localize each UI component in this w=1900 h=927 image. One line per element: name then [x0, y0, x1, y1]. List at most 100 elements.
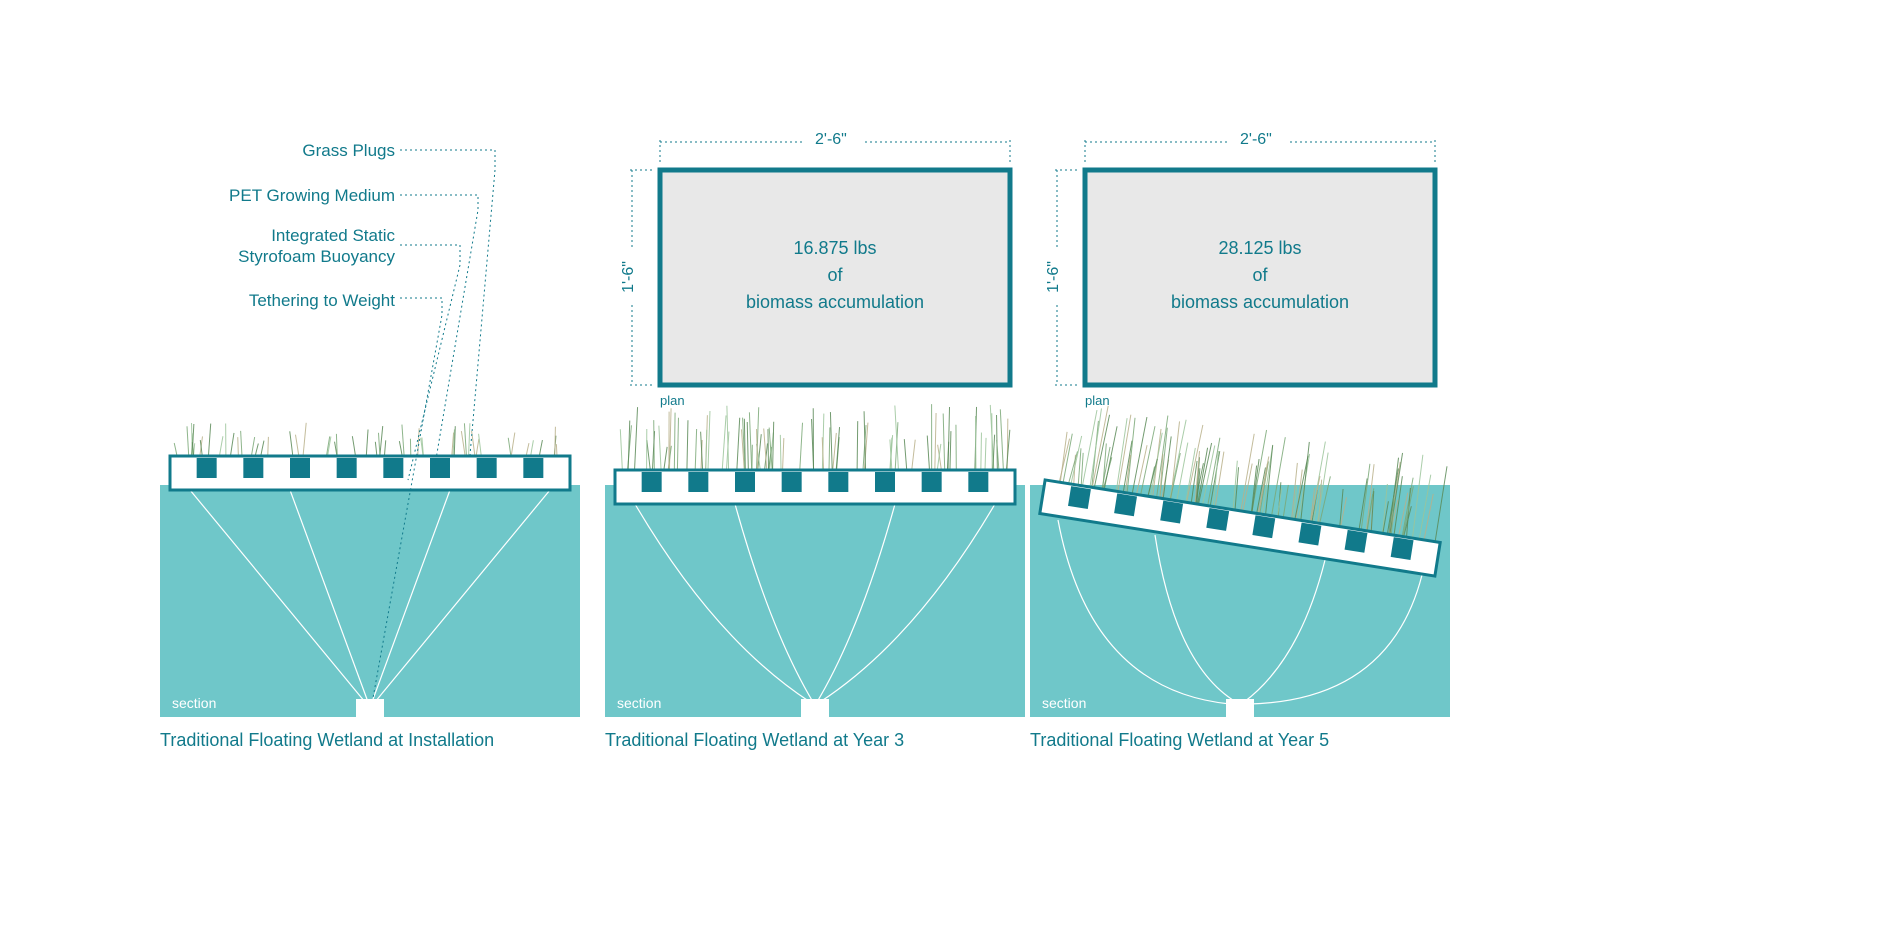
callout-buoyancy-line2: Styrofoam Buoyancy	[238, 247, 395, 266]
grass-blade	[479, 434, 482, 457]
leader-buoyancy	[400, 245, 460, 480]
grass-blade	[722, 415, 726, 471]
biomass-desc: biomass accumulation	[1171, 292, 1349, 312]
grass-blade	[829, 427, 830, 471]
platform-slot	[477, 458, 497, 478]
platform-slot	[875, 472, 895, 492]
caption-year3: Traditional Floating Wetland at Year 3	[605, 730, 904, 751]
platform-slot	[1114, 493, 1137, 516]
biomass-value: 28.125 lbs	[1218, 238, 1301, 258]
grass-blade	[366, 429, 368, 457]
grass-blade	[904, 439, 907, 471]
platform-slot	[688, 472, 708, 492]
grass-blade	[687, 420, 688, 471]
platform-slot	[782, 472, 802, 492]
platform-slot	[1206, 508, 1229, 531]
grass-blade	[508, 438, 511, 457]
grass-group	[174, 423, 557, 457]
leader-pet	[400, 195, 478, 465]
grass-blade	[737, 418, 740, 471]
water-rect	[160, 485, 580, 717]
grass-blade	[230, 433, 234, 457]
grass-blade	[1068, 451, 1077, 485]
grass-blade	[620, 429, 622, 471]
leader-grass-plugs	[400, 150, 495, 455]
grass-blade	[708, 411, 710, 471]
grass-blade	[749, 412, 751, 471]
grass-blade	[268, 437, 269, 457]
plan-label: plan	[1085, 393, 1110, 408]
biomass-block: 28.125 lbs of biomass accumulation	[1085, 235, 1435, 316]
grass-blade	[768, 429, 769, 471]
panel1-svg	[160, 0, 580, 760]
callout-pet-medium: PET Growing Medium	[229, 185, 395, 206]
platform-slot	[197, 458, 217, 478]
callout-tethering: Tethering to Weight	[249, 290, 395, 311]
grass-blade	[539, 440, 542, 457]
grass-blade	[950, 431, 951, 471]
platform-slot	[243, 458, 263, 478]
section-label: section	[1042, 695, 1086, 711]
grass-blade	[187, 426, 189, 457]
grass-blade	[833, 433, 837, 471]
grass-blade	[295, 435, 298, 457]
platform-slot	[735, 472, 755, 492]
dim-height: 1'-6"	[1045, 261, 1063, 293]
platform-slot	[337, 458, 357, 478]
platform-group	[170, 423, 570, 490]
grass-blade	[857, 421, 858, 471]
grass-blade	[981, 433, 982, 471]
grass-blade	[943, 413, 945, 471]
grass-blade	[1000, 409, 1003, 471]
grass-blade	[352, 436, 355, 457]
callout-grass-plugs: Grass Plugs	[302, 140, 395, 161]
platform-slot	[430, 458, 450, 478]
grass-blade	[238, 437, 239, 457]
platform-slot	[1068, 486, 1091, 509]
grass-blade	[659, 426, 661, 471]
grass-blade	[303, 423, 306, 457]
grass-blade	[1115, 418, 1127, 492]
grass-blade	[664, 447, 667, 471]
platform-slot	[922, 472, 942, 492]
platform-slot	[968, 472, 988, 492]
grass-blade	[783, 438, 784, 471]
grass-blade	[985, 438, 986, 471]
platform-slot	[383, 458, 403, 478]
grass-blade	[912, 440, 916, 471]
grass-group	[620, 404, 1010, 471]
dim-width: 2'-6"	[815, 131, 847, 149]
grass-blade	[634, 407, 637, 471]
section-label: section	[617, 695, 661, 711]
grass-blade	[402, 425, 404, 457]
biomass-value: 16.875 lbs	[793, 238, 876, 258]
caption-year5: Traditional Floating Wetland at Year 5	[1030, 730, 1329, 751]
biomass-desc: biomass accumulation	[746, 292, 924, 312]
platform-slot	[523, 458, 543, 478]
panel-year3: 2'-6" 1'-6" 16.875 lbs of biomass accumu…	[605, 0, 1025, 760]
panel-year5: 2'-6" 1'-6" 28.125 lbs of biomass accumu…	[1030, 0, 1450, 760]
biomass-of: of	[1252, 265, 1267, 285]
biomass-of: of	[827, 265, 842, 285]
anchor-block	[1226, 699, 1254, 717]
grass-blade	[378, 433, 380, 457]
grass-blade	[1094, 414, 1109, 489]
panel2-svg	[605, 0, 1025, 760]
grass-blade	[773, 422, 774, 471]
platform-rect	[170, 456, 570, 490]
grass-blade	[1104, 426, 1117, 491]
grass-blade	[938, 445, 942, 471]
grass-blade	[555, 427, 556, 457]
grass-blade	[511, 433, 515, 457]
platform-rect	[615, 470, 1015, 504]
grass-blade	[418, 428, 419, 457]
platform-group	[615, 404, 1015, 504]
dim-width: 2'-6"	[1240, 131, 1272, 149]
anchor-block	[801, 699, 829, 717]
caption-install: Traditional Floating Wetland at Installa…	[160, 730, 494, 751]
grass-blade	[800, 423, 803, 471]
section-label: section	[172, 695, 216, 711]
plan-label: plan	[660, 393, 685, 408]
grass-blade	[927, 436, 929, 471]
grass-blade	[677, 418, 678, 471]
